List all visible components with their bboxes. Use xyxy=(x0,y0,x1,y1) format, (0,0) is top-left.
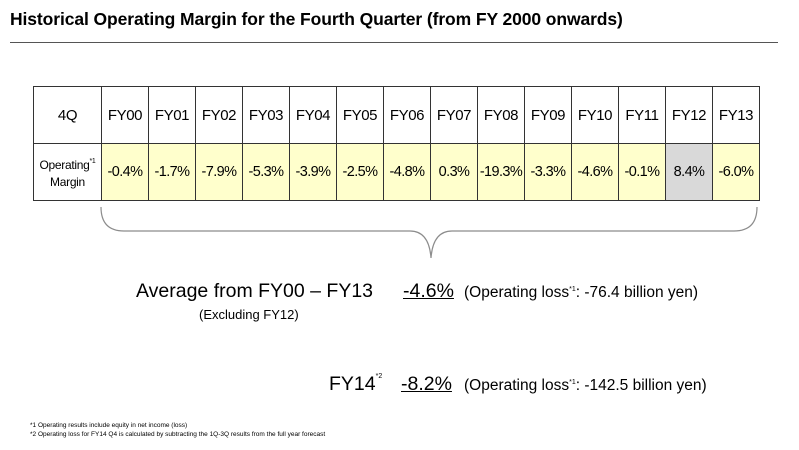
year-header-cell: FY08 xyxy=(477,86,525,144)
average-sublabel: (Excluding FY12) xyxy=(199,307,299,322)
margin-value-cell: -4.6% xyxy=(571,143,619,201)
fy14-label-note: *2 xyxy=(375,373,383,380)
fy14-loss-note: *1 xyxy=(569,379,576,386)
footnotes: *1 Operating results include equity in n… xyxy=(30,421,325,439)
year-header-cell: FY07 xyxy=(430,86,478,144)
grouping-brace xyxy=(100,206,758,259)
row-label-line2: Margin xyxy=(50,175,85,189)
year-header-cell: FY04 xyxy=(289,86,337,144)
margin-value-cell: -0.1% xyxy=(618,143,666,201)
row-label: Operating xyxy=(39,158,90,172)
average-label: Average from FY00 – FY13 xyxy=(136,280,374,302)
margin-value-cell: 8.4% xyxy=(665,143,713,201)
average-loss-prefix: (Operating loss xyxy=(464,284,570,301)
fy14-label-wrap: FY14*2 xyxy=(329,373,382,396)
year-header-cell: FY13 xyxy=(712,86,760,144)
margin-value-cell: -19.3% xyxy=(477,143,525,201)
margin-value-cell: -7.9% xyxy=(195,143,243,201)
average-operating-loss: (Operating loss*1: -76.4 billion yen) xyxy=(464,284,698,302)
corner-label: 4Q xyxy=(33,86,102,144)
margin-value-cell: -1.7% xyxy=(148,143,196,201)
fy14-loss-prefix: (Operating loss xyxy=(464,377,570,394)
margin-value-cell: -6.0% xyxy=(712,143,760,201)
page-title: Historical Operating Margin for the Four… xyxy=(10,9,623,29)
average-value: -4.6% xyxy=(403,280,454,302)
year-header-cell: FY09 xyxy=(524,86,572,144)
footnote-2: *2 Operating loss for FY14 Q4 is calcula… xyxy=(30,431,326,438)
fy14-operating-loss: (Operating loss*1: -142.5 billion yen) xyxy=(464,377,707,395)
fy14-label: FY14 xyxy=(329,373,376,395)
margin-value-cell: -5.3% xyxy=(242,143,290,201)
fy14-loss-suffix: : -142.5 billion yen) xyxy=(575,377,707,394)
margin-row: Operating*1 Margin -0.4% -1.7% -7.9% -5.3% -… xyxy=(33,143,760,201)
margin-value-cell: -3.3% xyxy=(524,143,572,201)
average-loss-note: *1 xyxy=(569,286,576,293)
margin-value-cell: -2.5% xyxy=(336,143,384,201)
year-header-cell: FY02 xyxy=(195,86,243,144)
year-header-row: 4Q FY00 FY01 FY02 FY03 FY04 FY05 FY06 FY07 FY08 F… xyxy=(33,86,760,144)
operating-margin-table: 4Q FY00 FY01 FY02 FY03 FY04 FY05 FY06 FY07 FY08 F… xyxy=(33,86,760,201)
year-header-cell: FY05 xyxy=(336,86,384,144)
margin-value-cell: 0.3% xyxy=(430,143,478,201)
year-header-cell: FY03 xyxy=(242,86,290,144)
margin-value-cell: -3.9% xyxy=(289,143,337,201)
margin-value-cell: -0.4% xyxy=(101,143,149,201)
year-header-cell: FY00 xyxy=(101,86,149,144)
year-header-cell: FY11 xyxy=(618,86,666,144)
row-label-note: *1 xyxy=(89,158,96,165)
average-loss-suffix: : -76.4 billion yen) xyxy=(575,284,699,301)
row-label-cell: Operating*1 Margin xyxy=(33,143,102,201)
title-underline xyxy=(10,42,778,43)
year-header-cell: FY10 xyxy=(571,86,619,144)
fy14-value: -8.2% xyxy=(401,373,452,395)
footnote-1: *1 Operating results include equity in n… xyxy=(30,422,188,429)
margin-value-cell: -4.8% xyxy=(383,143,431,201)
